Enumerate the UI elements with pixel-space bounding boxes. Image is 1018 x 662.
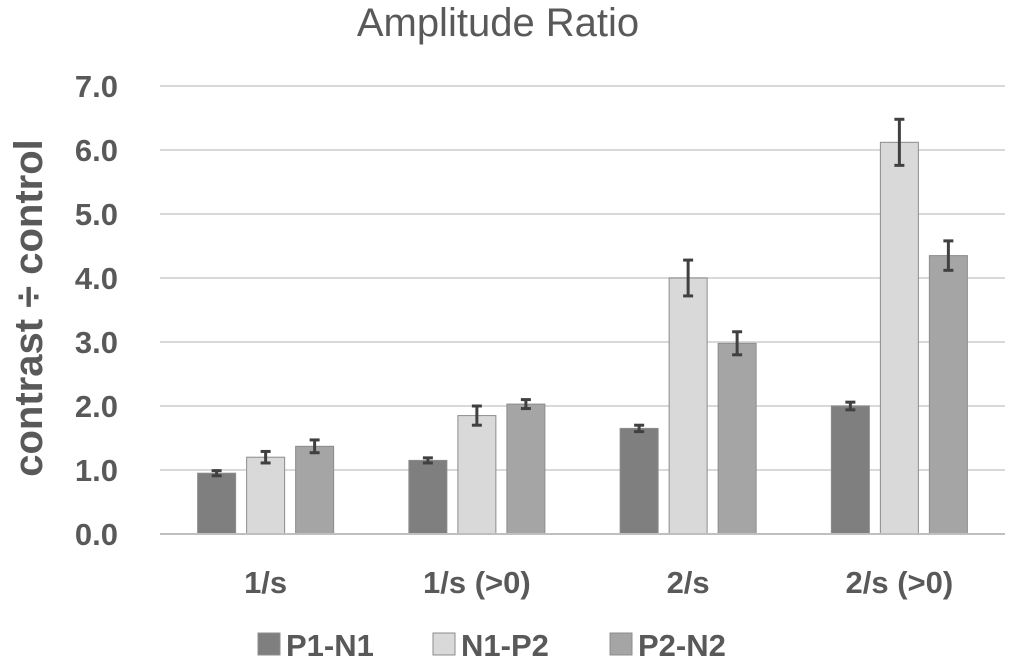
bar-p2-n2-3 [717, 342, 757, 535]
y-axis-label: contrast ÷ control [7, 139, 51, 477]
y-tick-label: 7.0 [75, 69, 118, 104]
legend-label: P1-N1 [286, 628, 374, 662]
error-bar [422, 456, 433, 465]
bar-p1-n1-4 [830, 405, 870, 535]
bar-p1-n1-1 [197, 472, 237, 535]
legend-label: P2-N2 [638, 628, 726, 662]
x-tick-label: 1/s [244, 565, 287, 600]
x-tick-label: 2/s [667, 565, 710, 600]
y-axis-label-divide: ÷ [7, 286, 51, 308]
error-bar [732, 330, 743, 357]
error-bar [309, 438, 320, 455]
legend-item-n1-p2: N1-P2 [432, 628, 549, 662]
bar-p1-n1-2 [408, 459, 448, 535]
error-bar [520, 398, 531, 411]
y-tick-label: 0.0 [75, 517, 118, 552]
bar-p2-n2-1 [295, 445, 335, 535]
error-bar [845, 400, 856, 412]
x-axis-ticks: 1/s 1/s (>0) 2/s 2/s (>0) [244, 565, 953, 600]
legend-swatch [609, 632, 633, 656]
x-tick-label: 1/s (>0) [423, 565, 531, 600]
bar-p2-n2-2 [506, 403, 546, 535]
legend-label: N1-P2 [461, 628, 549, 662]
legend-item-p2-n2: P2-N2 [609, 628, 726, 662]
y-tick-label: 3.0 [75, 325, 118, 360]
y-tick-label: 5.0 [75, 197, 118, 232]
legend-item-p1-n1: P1-N1 [257, 628, 374, 662]
legend-swatch [432, 632, 456, 656]
y-tick-label: 2.0 [75, 389, 118, 424]
y-tick-label: 1.0 [75, 453, 118, 488]
bar-n1-p2-4 [879, 141, 919, 535]
error-bar [634, 423, 645, 434]
chart-title: Amplitude Ratio [357, 1, 639, 45]
bar-p2-n2-4 [928, 255, 968, 535]
bar-n1-p2-2 [457, 415, 497, 535]
legend: P1-N1 N1-P2 P2-N2 [257, 628, 726, 662]
error-bar [683, 258, 694, 298]
legend-swatch [257, 632, 281, 656]
y-tick-label: 6.0 [75, 133, 118, 168]
error-bar [260, 449, 271, 465]
error-bar [943, 239, 954, 272]
y-axis-label-control: control [7, 139, 51, 275]
y-axis-label-contrast: contrast [7, 319, 51, 477]
error-bars [211, 117, 954, 478]
error-bar [471, 404, 482, 427]
y-axis-ticks: 0.0 1.0 2.0 3.0 4.0 5.0 6.0 7.0 [75, 69, 118, 552]
x-tick-label: 2/s (>0) [846, 565, 954, 600]
gridlines [160, 85, 1005, 471]
bar-n1-p2-1 [246, 456, 286, 535]
bar-p1-n1-3 [619, 427, 659, 535]
bars [197, 141, 968, 535]
bar-n1-p2-3 [668, 277, 708, 535]
y-tick-label: 4.0 [75, 261, 118, 296]
error-bar [211, 469, 222, 478]
error-bar [894, 117, 905, 167]
